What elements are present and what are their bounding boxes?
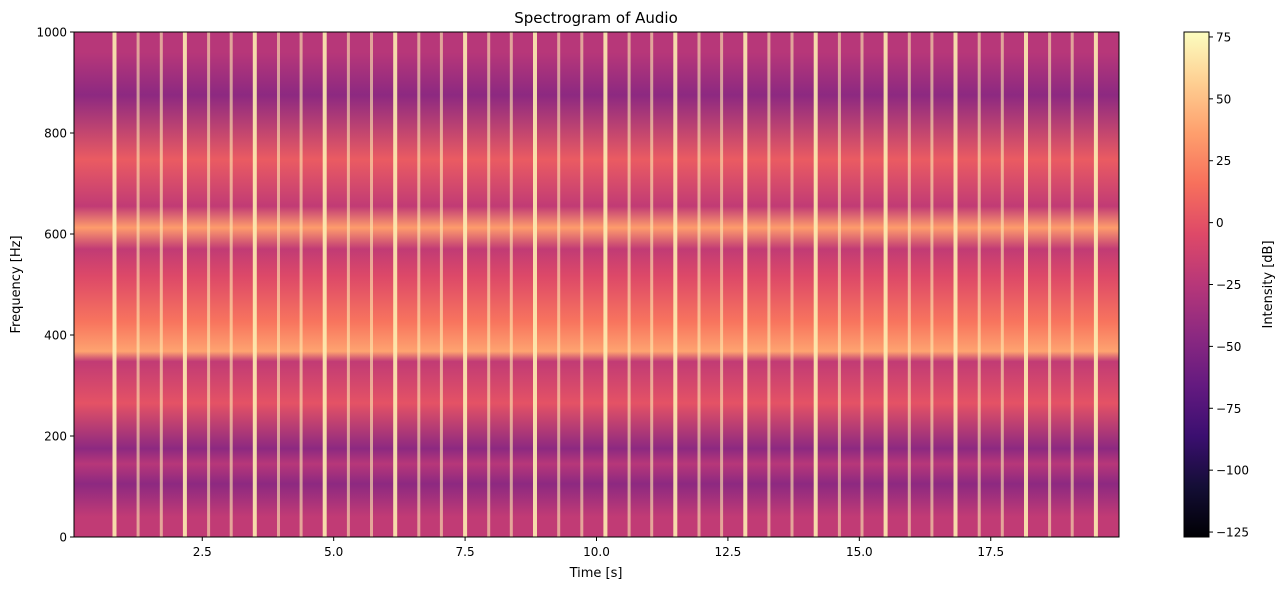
major-click-mark	[252, 32, 257, 537]
colorbar-tick-label: −100	[1216, 464, 1249, 478]
minor-click-mark	[557, 32, 561, 537]
x-tick-label: 15.0	[846, 545, 873, 559]
spectrogram-background	[74, 32, 1119, 537]
y-tick-label: 200	[44, 430, 67, 444]
minor-click-mark	[370, 32, 373, 537]
y-axis-label: Frequency [Hz]	[9, 235, 24, 333]
major-click-mark	[673, 32, 678, 537]
minor-click-mark	[509, 32, 513, 537]
minor-click-mark	[627, 32, 631, 537]
minor-click-mark	[767, 32, 771, 537]
minor-click-mark	[136, 32, 140, 537]
minor-click-mark	[207, 32, 211, 537]
x-tick-label: 5.0	[324, 545, 343, 559]
major-click-mark	[393, 32, 398, 537]
colorbar-label: Intensity [dB]	[1261, 240, 1276, 328]
x-axis-label: Time [s]	[569, 566, 623, 581]
minor-click-mark	[977, 32, 981, 537]
minor-click-mark	[229, 32, 233, 537]
colorbar	[1183, 31, 1210, 538]
click-markers	[112, 32, 1098, 537]
minor-click-mark	[650, 32, 654, 537]
major-click-mark	[1024, 32, 1028, 537]
x-axis: 2.5 5.0 7.5 10.0 12.5 15.0 17.5	[193, 537, 1004, 559]
y-tick-label: 0	[59, 531, 67, 545]
major-click-mark	[112, 32, 117, 537]
colorbar-tick-label: −125	[1216, 526, 1249, 540]
minor-click-mark	[907, 32, 911, 537]
x-tick-label: 2.5	[193, 545, 212, 559]
colorbar-tick-label: 50	[1216, 92, 1231, 106]
minor-click-mark	[580, 32, 584, 537]
major-click-mark	[1093, 32, 1098, 537]
colorbar-tick-label: 25	[1216, 154, 1231, 168]
y-tick-label: 400	[44, 329, 67, 343]
minor-click-mark	[697, 32, 701, 537]
minor-click-mark	[417, 32, 421, 537]
chart-title: Spectrogram of Audio	[514, 9, 678, 27]
minor-click-mark	[860, 32, 864, 537]
y-tick-label: 1000	[36, 26, 67, 40]
minor-click-mark	[837, 32, 841, 537]
x-tick-label: 12.5	[715, 545, 742, 559]
y-axis: 0 200 400 600 800 1000	[36, 26, 74, 545]
major-click-mark	[182, 32, 187, 537]
colorbar-tick-label: −25	[1216, 278, 1241, 292]
major-click-mark	[603, 32, 608, 537]
colorbar-tick-label: 75	[1216, 30, 1231, 44]
minor-click-mark	[720, 32, 724, 537]
minor-click-mark	[159, 32, 163, 537]
minor-click-mark	[930, 32, 934, 537]
minor-click-mark	[1048, 32, 1052, 537]
minor-click-mark	[439, 32, 443, 537]
major-click-mark	[883, 32, 888, 537]
colorbar-tick-label: −50	[1216, 340, 1241, 354]
major-click-mark	[322, 32, 327, 537]
colorbar-tick-label: −75	[1216, 402, 1241, 416]
minor-click-mark	[487, 32, 491, 537]
minor-click-mark	[299, 32, 303, 537]
minor-click-mark	[790, 32, 794, 537]
minor-click-mark	[1000, 32, 1004, 537]
major-click-mark	[743, 32, 748, 537]
x-tick-label: 17.5	[977, 545, 1004, 559]
plot-area	[74, 32, 1119, 537]
minor-click-mark	[277, 32, 280, 537]
y-tick-label: 600	[44, 228, 67, 242]
y-tick-label: 800	[44, 127, 67, 141]
major-click-mark	[953, 32, 958, 537]
minor-click-mark	[346, 32, 350, 537]
minor-click-mark	[1070, 32, 1074, 537]
major-click-mark	[813, 32, 818, 537]
major-click-mark	[533, 32, 537, 537]
x-tick-label: 7.5	[456, 545, 475, 559]
colorbar-tick-label: 0	[1216, 216, 1224, 230]
major-click-mark	[463, 32, 468, 537]
colorbar-ticks: 75 50 25 0 −25 −50 −75 −100 −125	[1209, 30, 1249, 540]
x-tick-label: 10.0	[583, 545, 610, 559]
